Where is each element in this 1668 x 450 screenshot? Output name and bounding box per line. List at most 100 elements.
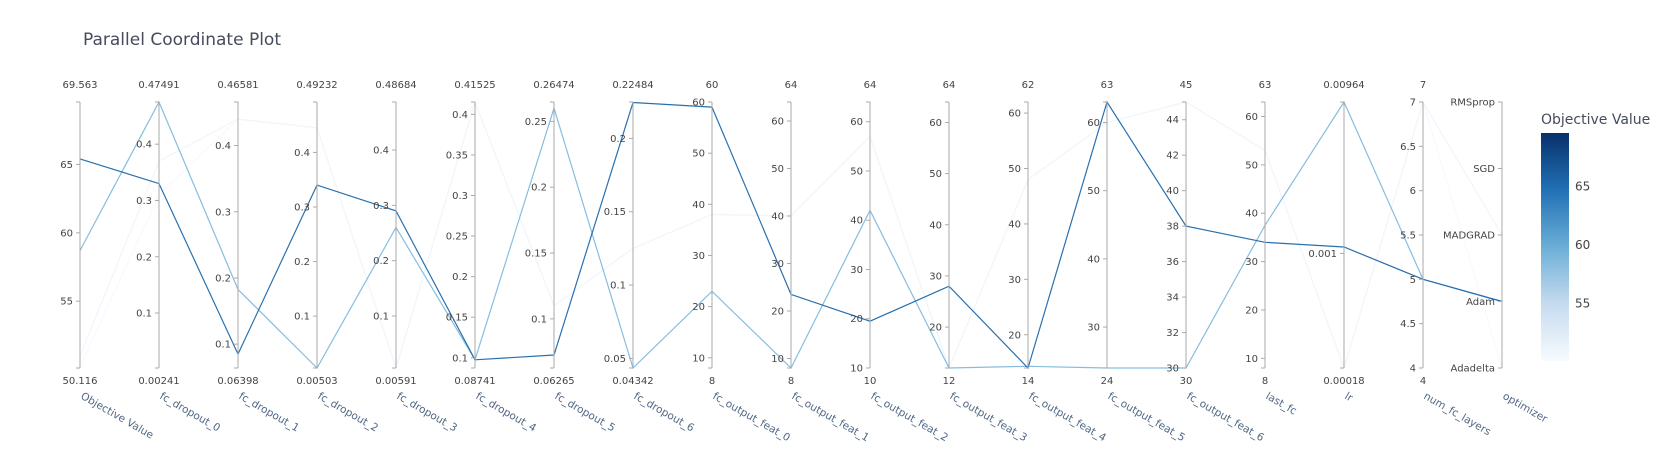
tick-label: 0.15 bbox=[446, 313, 468, 324]
tick-label: 0.1 bbox=[452, 353, 468, 364]
axis-max-label: 0.41525 bbox=[454, 80, 495, 91]
tick-label: 0.3 bbox=[215, 207, 231, 218]
tick-label: 30 bbox=[850, 265, 863, 276]
tick-label: 20 bbox=[771, 307, 784, 318]
tick-label: 0.1 bbox=[610, 281, 626, 292]
tick-label: 60 bbox=[850, 117, 863, 128]
tick-label: 40 bbox=[1008, 219, 1021, 230]
tick-label: 10 bbox=[850, 364, 863, 375]
tick-label: 0.2 bbox=[452, 272, 468, 283]
tick-label-madgrad: MADGRAD bbox=[1443, 231, 1495, 242]
tick-label: 0.001 bbox=[1308, 249, 1337, 260]
axis-min-label: 30 bbox=[1180, 376, 1193, 387]
axis-min-label: 0.04342 bbox=[612, 376, 653, 387]
colorbar-tick-label: 65 bbox=[1575, 179, 1590, 193]
tick-label: 0.1 bbox=[373, 311, 389, 322]
axis-min-label: 8 bbox=[709, 376, 715, 387]
tick-label-rmsprop: RMSprop bbox=[1450, 98, 1495, 109]
dimension-label: fc_output_feat_4 bbox=[1027, 390, 1109, 444]
tick-label: 6.5 bbox=[1400, 142, 1416, 153]
tick-label: 0.1 bbox=[531, 314, 547, 325]
tick-label: 30 bbox=[1166, 364, 1179, 375]
tick-label: 40 bbox=[692, 200, 705, 211]
colorbar-tick-label: 55 bbox=[1575, 297, 1590, 311]
axis-fc-dropout-6[interactable]: 0.04342 0.22484 0.05 0.1 0.15 0.2 fc_dropout_6 bbox=[604, 80, 697, 435]
tick-label: 0.25 bbox=[525, 117, 547, 128]
axis-min-label: 0.00591 bbox=[375, 376, 416, 387]
tick-label: 20 bbox=[1245, 305, 1258, 316]
tick-label: 50 bbox=[850, 166, 863, 177]
axis-min-label: 0.08741 bbox=[454, 376, 495, 387]
tick-label: 0.3 bbox=[294, 202, 310, 213]
colorbar-tick-label: 60 bbox=[1575, 238, 1590, 252]
tick-label: 50 bbox=[1245, 160, 1258, 171]
tick-label-adadelta: Adadelta bbox=[1451, 364, 1495, 375]
dimension-label: fc_dropout_4 bbox=[474, 390, 539, 434]
tick-label: 30 bbox=[1245, 257, 1258, 268]
tick-label: 34 bbox=[1166, 293, 1179, 304]
axis-fc-output-feat-1[interactable]: 8 64 10 20 30 40 50 60 fc_output_feat_1 bbox=[771, 80, 871, 444]
axis-optimizer[interactable]: Adadelta Adam MADGRAD SGD RMSprop optimizer bbox=[1443, 98, 1550, 426]
axis-fc-dropout-2[interactable]: 0.00503 0.49232 0.1 0.2 0.3 0.4 fc_dropout_2 bbox=[294, 80, 380, 434]
axis-max-label: 45 bbox=[1180, 80, 1193, 91]
axis-max-label: 64 bbox=[785, 80, 798, 91]
dimension-label: Objective Value bbox=[79, 390, 156, 441]
tick-label: 40 bbox=[1166, 186, 1179, 197]
dimension-label: fc_output_feat_2 bbox=[869, 390, 951, 444]
dimension-label: num_fc_layers bbox=[1422, 390, 1493, 438]
tick-label: 50 bbox=[1008, 164, 1021, 175]
tick-label: 30 bbox=[929, 271, 942, 282]
tick-label: 60 bbox=[692, 98, 705, 109]
chart-title: Parallel Coordinate Plot bbox=[83, 30, 281, 50]
dimension-label: fc_dropout_3 bbox=[395, 390, 460, 434]
tick-label: 50 bbox=[1087, 186, 1100, 197]
axis-min-label: 0.06265 bbox=[533, 376, 574, 387]
axis-min-label: 8 bbox=[1262, 376, 1268, 387]
tick-label: 10 bbox=[771, 354, 784, 365]
axis-fc-dropout-0[interactable]: 0.00241 0.47491 0.1 0.2 0.3 0.4 fc_dropout_0 bbox=[136, 80, 222, 434]
axis-fc-output-feat-2[interactable]: 10 64 10 20 30 40 50 60 fc_output_feat_2 bbox=[850, 80, 950, 444]
axis-fc-dropout-5[interactable]: 0.06265 0.26474 0.1 0.15 0.2 0.25 fc_dropout_5 bbox=[525, 80, 617, 434]
axis-fc-dropout-1[interactable]: 0.06398 0.46581 0.1 0.2 0.3 0.4 fc_dropout_1 bbox=[215, 80, 301, 434]
tick-label: 40 bbox=[850, 216, 863, 227]
dimension-label: fc_dropout_5 bbox=[553, 390, 618, 434]
dimension-label: lr bbox=[1343, 390, 1356, 404]
tick-label: 30 bbox=[1008, 275, 1021, 286]
axis-min-label: 4 bbox=[1420, 376, 1426, 387]
tick-label: 40 bbox=[929, 220, 942, 231]
dimension-label: last_fc bbox=[1264, 390, 1299, 417]
tick-label: 0.2 bbox=[294, 257, 310, 268]
tick-label: 7 bbox=[1410, 98, 1416, 109]
tick-label: 0.3 bbox=[452, 191, 468, 202]
tick-label: 30 bbox=[1087, 323, 1100, 334]
colorbar: Objective Value 55 60 65 bbox=[1541, 112, 1650, 361]
axis-max-label: 64 bbox=[943, 80, 956, 91]
tick-label: 0.4 bbox=[373, 146, 389, 157]
tick-label: 60 bbox=[1087, 118, 1100, 129]
axis-max-label: 0.48684 bbox=[375, 80, 416, 91]
axis-min-label: 0.06398 bbox=[217, 376, 258, 387]
tick-label-adam: Adam bbox=[1466, 297, 1495, 308]
tick-label: 0.15 bbox=[525, 249, 547, 260]
axis-last-fc[interactable]: 8 63 10 20 30 40 50 60 last_fc bbox=[1245, 80, 1299, 418]
axis-fc-output-feat-3[interactable]: 12 64 20 30 40 50 60 fc_output_feat_3 bbox=[929, 80, 1029, 444]
tick-label: 4.5 bbox=[1400, 319, 1416, 330]
tick-label: 50 bbox=[692, 149, 705, 160]
colorbar-title: Objective Value bbox=[1541, 112, 1650, 128]
tick-label: 10 bbox=[692, 353, 705, 364]
axis-fc-dropout-3[interactable]: 0.00591 0.48684 0.1 0.2 0.3 0.4 fc_dropout_3 bbox=[373, 80, 459, 434]
dimension-label: fc_output_feat_5 bbox=[1106, 390, 1188, 444]
axis-min-label: 0.00018 bbox=[1323, 376, 1364, 387]
axis-max-label: 64 bbox=[864, 80, 877, 91]
tick-label: 0.3 bbox=[136, 196, 152, 207]
axis-max-label: 0.46581 bbox=[217, 80, 258, 91]
axis-max-label: 0.26474 bbox=[533, 80, 574, 91]
tick-label: 60 bbox=[1008, 109, 1021, 120]
tick-label: 0.2 bbox=[215, 273, 231, 284]
axis-max-label: 63 bbox=[1259, 80, 1272, 91]
tick-label: 5 bbox=[1410, 275, 1416, 286]
axis-min-label: 24 bbox=[1101, 376, 1114, 387]
